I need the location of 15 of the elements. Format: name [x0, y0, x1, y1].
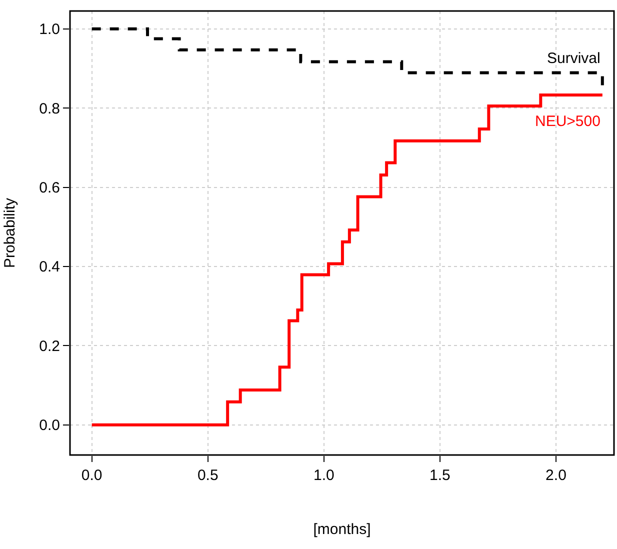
x-tick-label: 0.5: [197, 467, 218, 484]
annotation: NEU>500: [535, 113, 600, 130]
y-tick-label: 1.0: [39, 21, 60, 38]
x-axis-title: [months]: [313, 521, 371, 538]
y-tick-label: 0.8: [39, 100, 60, 118]
y-tick-label: 0.6: [39, 180, 60, 196]
y-tick-label: 0.2: [39, 338, 60, 355]
y-tick-label: 0.4: [39, 258, 60, 276]
x-tick-label: 1.5: [430, 467, 450, 484]
y-tick-label: 0.0: [39, 417, 60, 434]
y-axis-title: Probability: [1, 197, 18, 268]
x-tick-label: 0.0: [81, 467, 102, 484]
x-tick-label: 2.0: [546, 467, 566, 484]
annotation: Survival: [547, 50, 600, 67]
x-tick-label: 1.0: [313, 467, 334, 484]
